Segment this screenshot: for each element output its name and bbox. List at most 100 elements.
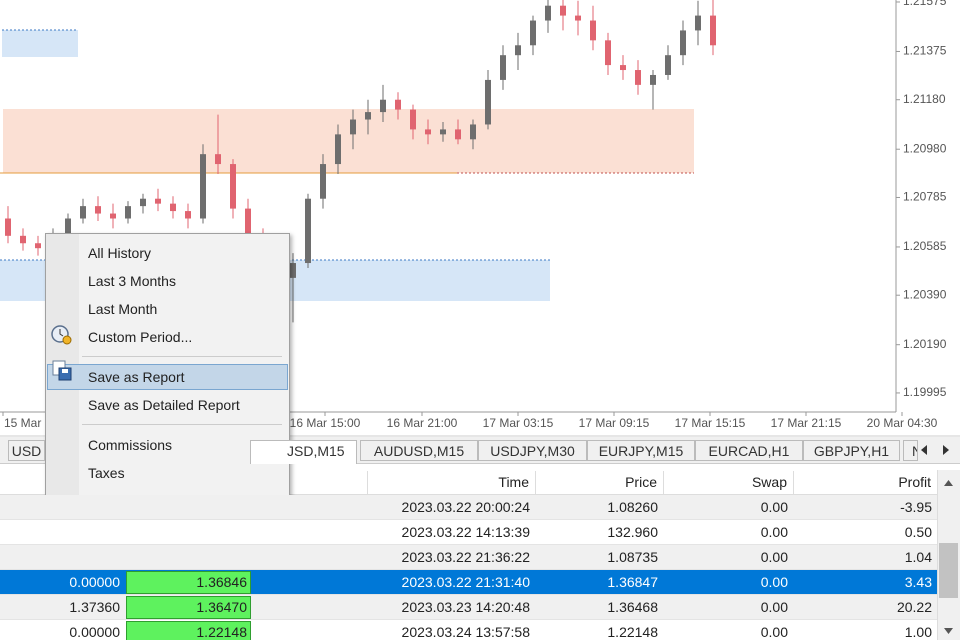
scroll-arrows	[944, 480, 953, 634]
table-cell: 0.00	[760, 574, 788, 590]
candle-body	[410, 109, 416, 130]
tab-label[interactable]: USD	[11, 443, 42, 459]
menu-label[interactable]: Custom Period...	[88, 329, 193, 345]
table-cell: 132.960	[607, 524, 658, 540]
menu-item[interactable]	[47, 364, 288, 390]
table-cell: 20.22	[896, 599, 932, 615]
header-cell	[793, 471, 937, 495]
candle-body	[35, 243, 41, 249]
candle-body	[440, 129, 446, 135]
tab-label[interactable]: GBPJPY,H1	[813, 443, 890, 459]
tab[interactable]: EURCAD,H1	[695, 440, 803, 461]
candle-body	[380, 99, 386, 113]
tab[interactable]: N	[903, 440, 918, 461]
candle-body	[395, 99, 401, 110]
candle-body	[455, 129, 461, 140]
candle-body	[65, 218, 71, 234]
tp-cell	[126, 621, 251, 640]
zone	[2, 30, 78, 57]
tab-label[interactable]: EURJPY,M15	[598, 443, 684, 459]
tab-label[interactable]: AUDUSD,M15	[373, 443, 465, 459]
clock-hands	[59, 329, 64, 337]
candle-body	[230, 164, 236, 209]
tab-label[interactable]: USDJPY,M30	[490, 443, 575, 459]
table-cell: 2023.03.22 20:00:24	[401, 499, 530, 515]
scroll-thumb[interactable]	[939, 543, 958, 598]
x-tick-label: 16 Mar 15:00	[290, 416, 361, 430]
x-tick-label: 16 Mar 21:00	[387, 416, 458, 430]
menu-separator	[82, 424, 282, 425]
arrow-up[interactable]	[944, 480, 953, 486]
candle-body	[320, 164, 326, 199]
disk-label	[62, 369, 68, 373]
x-tick-label: 20 Mar 04:30	[867, 416, 938, 430]
y-tick-label: 1.20585	[903, 239, 947, 253]
candle-body	[245, 208, 251, 239]
candle-body	[470, 124, 476, 140]
tp-cell	[126, 571, 251, 594]
candle-body	[485, 79, 491, 125]
menu-label[interactable]: Save as Report	[88, 369, 185, 385]
y-tick-label: 1.20390	[903, 287, 947, 301]
column-header: Swap	[751, 474, 787, 490]
tab[interactable]: AUDUSD,M15	[360, 440, 478, 461]
tab[interactable]: USD	[8, 440, 45, 461]
header-cell	[367, 471, 535, 495]
y-tick-label: 1.19995	[903, 385, 947, 399]
table-row[interactable]	[0, 520, 937, 545]
candle-body	[590, 20, 596, 41]
candle-body	[110, 213, 116, 219]
table-row[interactable]	[0, 545, 937, 570]
table-cell: 2023.03.22 14:13:39	[401, 524, 530, 540]
table-cell: -3.95	[900, 499, 932, 515]
candle-body	[95, 206, 101, 214]
candle-body	[635, 70, 641, 85]
candle-body	[650, 74, 656, 85]
menu-icons	[51, 325, 72, 381]
table-row[interactable]	[0, 495, 937, 520]
tab-label[interactable]: JSD,M15	[287, 443, 345, 459]
table-cell: 1.08735	[607, 549, 658, 565]
candle-body	[215, 154, 221, 165]
candle-body	[200, 154, 206, 219]
table-cell: 1.36847	[607, 574, 658, 590]
candle-body	[695, 15, 701, 31]
menu-label[interactable]: Taxes	[88, 465, 125, 481]
menu-separator	[82, 356, 282, 357]
header-cell	[663, 471, 793, 495]
candle-body	[665, 55, 671, 75]
menu-label[interactable]: Commissions	[88, 437, 173, 453]
table-cell: 2023.03.23 14:20:48	[401, 599, 530, 615]
table-cell: 0.00	[760, 624, 788, 640]
scroll-right[interactable]	[943, 445, 949, 455]
table-cell: 1.37360	[69, 599, 120, 615]
tab-label[interactable]: EURCAD,H1	[708, 443, 790, 459]
table-cell: 1.36846	[196, 574, 247, 590]
menu-item[interactable]	[47, 296, 288, 322]
candle-body	[125, 206, 131, 219]
tab[interactable]: USDJPY,M30	[478, 440, 587, 461]
tab[interactable]: EURJPY,M15	[587, 440, 695, 461]
menu-label[interactable]: Last Month	[88, 301, 158, 317]
candle-body	[20, 235, 26, 244]
table-cell: 0.00000	[69, 624, 120, 640]
tp-cell	[126, 596, 251, 619]
tab-scroll[interactable]	[915, 441, 955, 461]
menu-label[interactable]: Last 3 Months	[88, 273, 176, 289]
menu-item[interactable]	[47, 240, 288, 266]
candle-body	[620, 65, 626, 71]
tab[interactable]: GBPJPY,H1	[803, 440, 900, 461]
menu-label[interactable]: Save as Detailed Report	[88, 397, 240, 413]
scroll-left[interactable]	[921, 445, 927, 455]
table-cell: 3.43	[904, 574, 932, 590]
candle-body	[290, 263, 296, 278]
table-cell: 2023.03.22 21:31:40	[401, 574, 530, 590]
tab[interactable]: JSD,M15	[250, 440, 357, 464]
table-cell: 1.22148	[196, 624, 247, 640]
candle-body	[185, 211, 191, 219]
column-header: Time	[498, 474, 529, 490]
arrow-down[interactable]	[944, 628, 953, 634]
tab-label[interactable]: N	[912, 441, 917, 460]
menu-label[interactable]: All History	[88, 245, 152, 261]
candle-body	[680, 30, 686, 56]
